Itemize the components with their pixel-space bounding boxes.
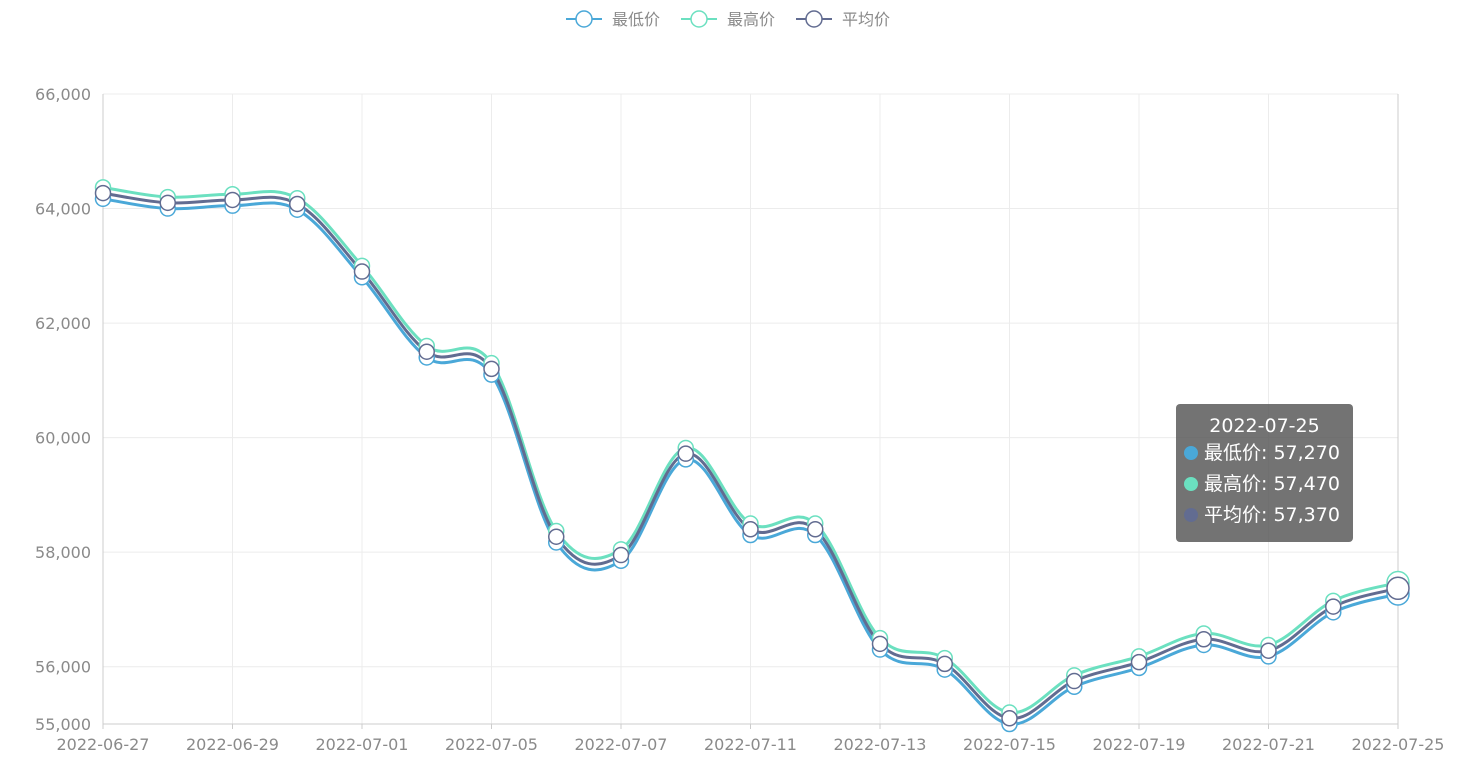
- grid-lines: [102, 93, 1399, 724]
- data-point-avg-price[interactable]: [1386, 576, 1410, 601]
- tooltip: 2022-07-25 最低价: 57,270 最高价: 57,470 平均价: …: [1176, 404, 1353, 542]
- x-tick-label: 2022-07-01: [316, 735, 409, 754]
- tooltip-row-max: 最高价: 57,470: [1176, 469, 1353, 500]
- tooltip-dot-min: [1184, 446, 1198, 460]
- tooltip-dot-max: [1184, 477, 1198, 491]
- data-point-avg-price[interactable]: [1066, 672, 1083, 690]
- data-point-avg-price[interactable]: [1195, 630, 1212, 648]
- legend[interactable]: 最低价 最高价 平均价: [566, 10, 890, 29]
- y-tick-label: 58,000: [35, 543, 91, 562]
- legend-label: 平均价: [842, 10, 890, 29]
- tooltip-dot-avg: [1184, 508, 1198, 522]
- legend-label: 最低价: [612, 10, 660, 29]
- x-tick-label: 2022-07-05: [445, 735, 538, 754]
- legend-circle-icon: [805, 10, 823, 28]
- series-line-max-price: [102, 185, 1399, 715]
- data-point-avg-price[interactable]: [548, 528, 565, 545]
- data-point-avg-price[interactable]: [1325, 598, 1342, 615]
- data-point-avg-price[interactable]: [94, 184, 112, 202]
- tooltip-row-min: 最低价: 57,270: [1176, 438, 1353, 469]
- y-tick-label: 55,000: [35, 715, 91, 734]
- tooltip-min-label: 最低价: 57,270: [1204, 442, 1340, 464]
- series-lines: [102, 185, 1399, 726]
- data-point-avg-price[interactable]: [418, 343, 435, 360]
- legend-circle-icon: [575, 10, 593, 28]
- y-tick-label: 66,000: [35, 85, 91, 104]
- y-tick-label: 62,000: [35, 314, 91, 333]
- data-point-avg-price[interactable]: [677, 445, 694, 462]
- x-tick-label: 2022-07-15: [963, 735, 1056, 754]
- data-point-avg-price[interactable]: [871, 635, 889, 653]
- x-tick-label: 2022-07-21: [1222, 735, 1315, 754]
- data-point-avg-price[interactable]: [353, 263, 371, 280]
- tooltip-max-label: 最高价: 57,470: [1204, 473, 1340, 495]
- data-point-avg-price[interactable]: [612, 546, 630, 564]
- x-tick-label: 2022-07-19: [1093, 735, 1186, 754]
- legend-label: 最高价: [727, 10, 775, 29]
- data-point-avg-price[interactable]: [936, 655, 953, 673]
- legend-item-max-price[interactable]: 最高价: [681, 10, 775, 29]
- y-tick-label: 60,000: [35, 429, 91, 448]
- data-point-avg-price[interactable]: [483, 360, 500, 378]
- legend-item-min-price[interactable]: 最低价: [566, 10, 660, 29]
- tooltip-title: 2022-07-25: [1209, 415, 1320, 437]
- data-point-avg-price[interactable]: [1130, 653, 1148, 671]
- x-tick-label: 2022-07-25: [1352, 735, 1445, 754]
- series-line-min-price: [102, 197, 1399, 726]
- x-tick-label: 2022-07-07: [575, 735, 668, 754]
- data-point-avg-price[interactable]: [807, 521, 824, 538]
- data-point-avg-price[interactable]: [224, 191, 241, 209]
- tooltip-row-avg: 平均价: 57,370: [1176, 500, 1353, 531]
- x-tick-label: 2022-07-13: [834, 735, 927, 754]
- legend-item-avg-price[interactable]: 平均价: [796, 10, 890, 29]
- x-tick-label: 2022-07-11: [704, 735, 797, 754]
- y-tick-label: 64,000: [35, 200, 91, 219]
- data-point-avg-price[interactable]: [1260, 642, 1277, 659]
- y-tick-label: 56,000: [35, 658, 91, 677]
- axes: 55,000 56,000 58,000 60,000 62,000 64,000 66,0…: [35, 85, 1444, 754]
- data-point-avg-price[interactable]: [289, 195, 306, 213]
- data-point-avg-price[interactable]: [159, 194, 176, 212]
- series-line-avg-price: [102, 191, 1399, 720]
- tooltip-avg-label: 平均价: 57,370: [1204, 504, 1340, 526]
- data-point-avg-price[interactable]: [1001, 710, 1018, 727]
- data-point-avg-price[interactable]: [742, 521, 759, 538]
- x-tick-label: 2022-06-29: [186, 735, 279, 754]
- x-tick-label: 2022-06-27: [57, 735, 150, 754]
- data-points[interactable]: [94, 179, 1410, 733]
- legend-circle-icon: [690, 10, 708, 28]
